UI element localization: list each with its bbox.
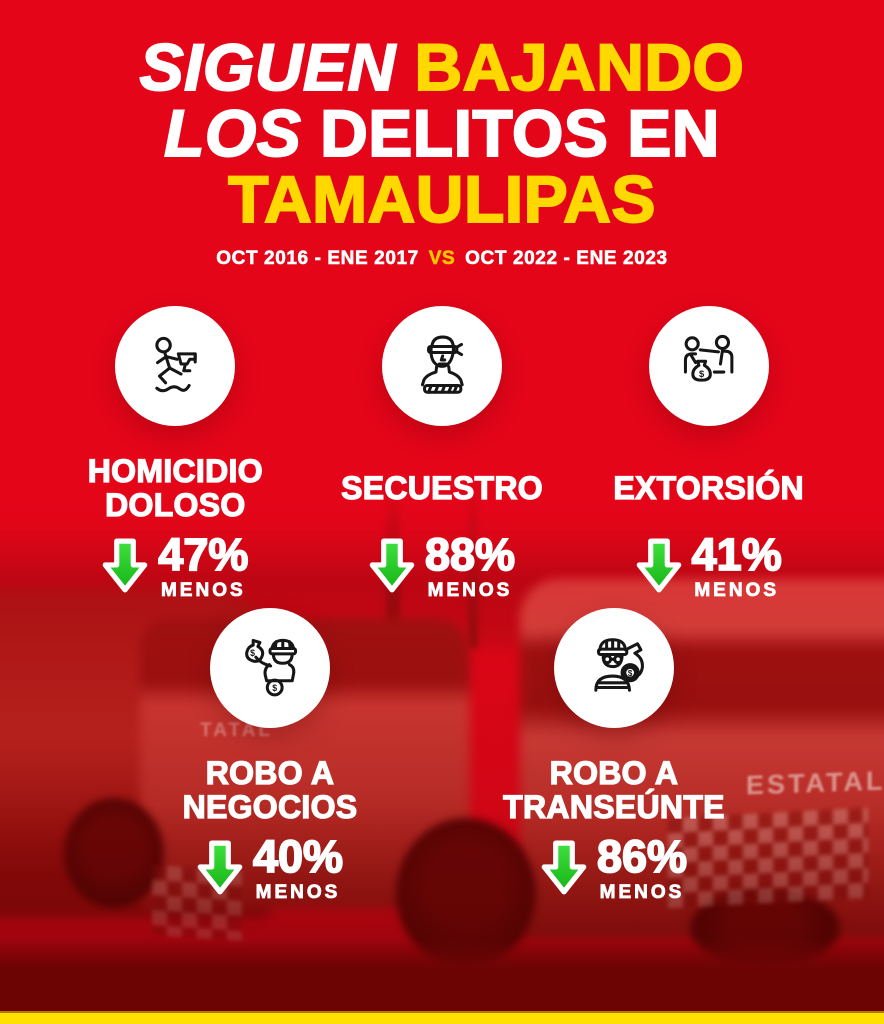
stat-unit: MENOS: [599, 882, 685, 903]
title-line-2: LOS DELITOS EN: [140, 99, 745, 167]
pedestrian-robbery-icon: $: [554, 608, 674, 728]
comparison-period-subtitle: OCT 2016 - ENE 2017 VS OCT 2022 - ENE 20…: [140, 248, 745, 269]
stat-value: 88% MENOS: [369, 529, 516, 601]
stat-value: 41% MENOS: [636, 529, 783, 601]
stat-label: SECUESTRO: [340, 454, 543, 524]
stat-label: HOMICIDIO DOLOSO: [87, 453, 263, 524]
stat-percent: 47%: [157, 529, 249, 580]
title-line-1: SIGUEN BAJANDO: [139, 33, 745, 101]
stat-label-line1: ROBO A: [205, 755, 335, 792]
stat-label: ROBO A NEGOCIOS: [182, 755, 358, 826]
svg-text:$: $: [699, 368, 705, 379]
title-word-siguen: SIGUEN: [139, 30, 397, 104]
title-word-tamaulipas: TAMAULIPAS: [227, 162, 656, 236]
stat-card-robo-transeunte: $ ROBO A TRANSEÚNTE 86% MENOS: [480, 608, 748, 902]
down-arrow-icon: [636, 538, 682, 594]
stat-percent: 86%: [596, 831, 688, 882]
svg-text:$: $: [250, 648, 255, 658]
stat-label-line1: HOMICIDIO: [87, 453, 263, 490]
stat-label-line2: DOLOSO: [104, 487, 246, 523]
down-arrow-icon: [197, 840, 243, 896]
stat-unit: MENOS: [694, 580, 780, 601]
stat-unit: MENOS: [427, 580, 513, 601]
period-1: OCT 2016 - ENE 2017: [216, 248, 419, 269]
kidnapping-icon: [382, 306, 502, 426]
stat-label-line1: EXTORSIÓN: [613, 470, 805, 507]
title-block: SIGUEN BAJANDO LOS DELITOS EN TAMAULIPAS…: [139, 33, 745, 269]
stat-percent: 41%: [691, 529, 783, 580]
stat-unit: MENOS: [160, 580, 246, 601]
stat-label: ROBO A TRANSEÚNTE: [503, 755, 726, 826]
title-word-bajando: BAJANDO: [414, 30, 745, 104]
stat-label-line2: TRANSEÚNTE: [503, 789, 726, 825]
background-fade: [0, 468, 884, 588]
down-arrow-icon: [102, 538, 148, 594]
stat-value: 47% MENOS: [102, 529, 249, 601]
title-line-3: TAMAULIPAS: [140, 165, 745, 233]
stat-value: 86% MENOS: [541, 831, 688, 903]
stat-card-secuestro: SECUESTRO 88% MENOS: [309, 306, 576, 600]
homicide-icon: [115, 306, 236, 426]
stat-unit: MENOS: [255, 882, 341, 903]
stat-card-robo-negocios: $ $ ROBO A NEGOCIOS 40%: [136, 608, 404, 902]
title-word-los: LOS: [163, 96, 302, 170]
down-arrow-icon: [369, 538, 415, 594]
stat-percent: 40%: [252, 831, 344, 882]
period-2: OCT 2022 - ENE 2023: [465, 248, 668, 269]
stat-label-line1: ROBO A: [549, 755, 679, 792]
stat-value: 40% MENOS: [197, 831, 344, 903]
down-arrow-icon: [541, 840, 587, 896]
svg-text:$: $: [628, 669, 633, 678]
business-robbery-icon: $ $: [210, 608, 330, 728]
bottom-yellow-bar: [0, 1011, 884, 1024]
stats-row-1: HOMICIDIO DOLOSO 47% MENOS: [0, 306, 884, 600]
stats-row-2: $ $ ROBO A NEGOCIOS 40%: [136, 608, 748, 902]
road-shadow: [0, 939, 884, 1013]
stat-card-homicidio-doloso: HOMICIDIO DOLOSO 47% MENOS: [42, 306, 309, 600]
stat-card-extorsion: $ EXTORSIÓN: [575, 306, 842, 600]
svg-text:$: $: [272, 683, 277, 693]
stat-label-line1: SECUESTRO: [340, 470, 543, 507]
stat-label-line2: NEGOCIOS: [182, 789, 358, 825]
vs-label: VS: [428, 248, 456, 269]
stat-label: EXTORSIÓN: [613, 454, 805, 524]
stat-percent: 88%: [424, 529, 516, 580]
extortion-icon: $: [648, 306, 769, 426]
title-word-delitos-en: DELITOS EN: [319, 96, 720, 170]
